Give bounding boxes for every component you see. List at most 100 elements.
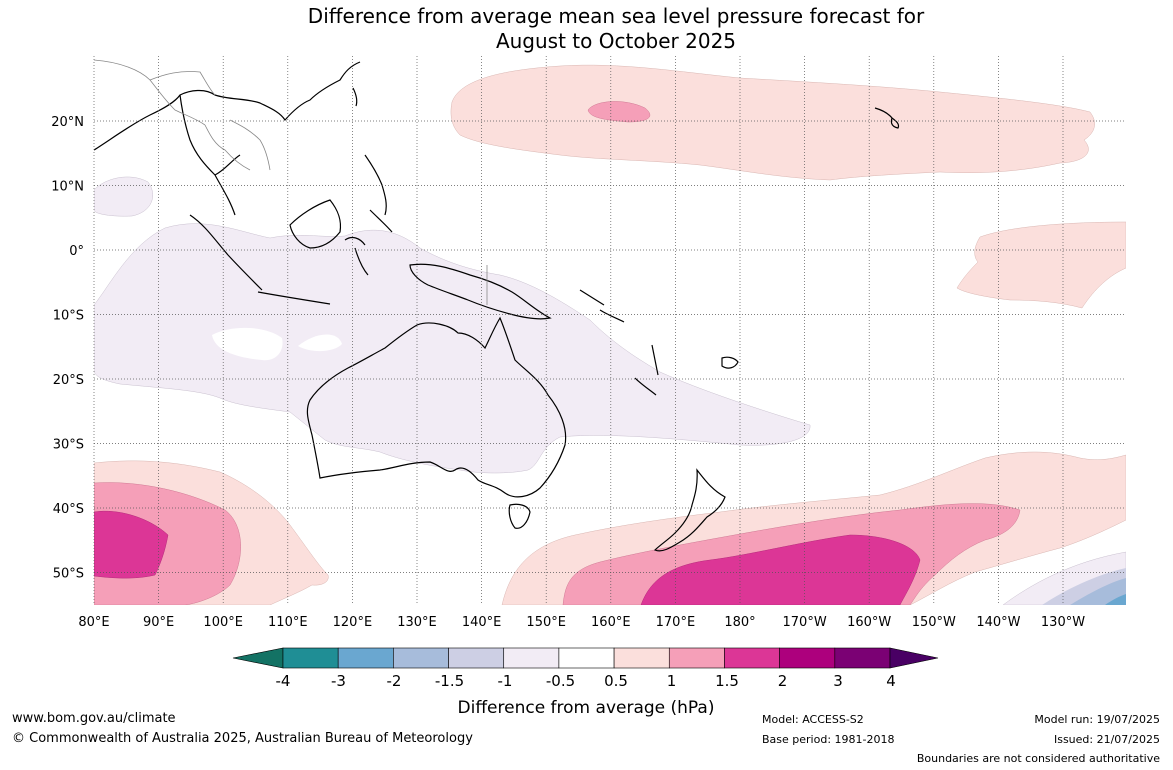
colorbar-swatch <box>393 647 449 669</box>
lon-label: 130°W <box>1041 615 1085 630</box>
lon-label: 150°E <box>526 615 566 630</box>
coastline-mainland-asia <box>94 61 361 151</box>
coastline-sumatra <box>189 214 263 291</box>
title-line-2: August to October 2025 <box>495 29 737 53</box>
lat-label: 20°S <box>53 373 84 388</box>
coastline-new-caledonia <box>634 377 657 396</box>
latitude-labels: 20°N 10°N 0° 10°S 20°S 30°S 40°S 50°S <box>51 115 84 582</box>
model-text: Model: ACCESS-S2 <box>762 713 864 726</box>
contour-pos-0.5-east <box>956 221 1126 309</box>
lon-label: 100°E <box>203 615 243 630</box>
colorbar-extend-low <box>232 647 284 669</box>
coastline-australia <box>306 316 567 498</box>
colorbar-tick: 3 <box>833 672 843 690</box>
lon-label: 160°W <box>847 615 891 630</box>
lat-label: 10°N <box>51 180 84 195</box>
colorbar-swatch <box>448 647 505 669</box>
lon-label: 160°E <box>591 615 631 630</box>
coastline-new-zealand <box>653 468 726 552</box>
contour-white-hole-1 <box>212 327 283 361</box>
colorbar-swatches <box>232 647 939 669</box>
lon-label: 140°W <box>976 615 1020 630</box>
model-run-text: Model run: 19/07/2025 <box>1034 713 1160 726</box>
colorbar-swatch <box>337 647 394 669</box>
lat-label: 10°S <box>53 309 84 324</box>
disclaimer-text: Boundaries are not considered authoritat… <box>916 752 1160 765</box>
colorbar-swatch <box>834 647 891 669</box>
contour-neg-0.5-small <box>94 176 153 217</box>
website-text: www.bom.gov.au/climate <box>12 711 176 726</box>
graticule <box>93 56 1126 605</box>
colorbar-tick: -1 <box>498 672 513 690</box>
longitude-labels: 80°E 90°E 100°E 110°E 120°E 130°E 140°E … <box>78 615 1085 630</box>
colorbar-tick: -1.5 <box>435 672 464 690</box>
contour-pos-1.5-sw <box>94 510 169 579</box>
lon-label: 90°E <box>143 615 174 630</box>
coastline-tasmania <box>508 503 531 529</box>
contour-neg-2-se <box>1105 594 1126 605</box>
colorbar-swatch <box>779 647 836 669</box>
colorbar-swatch <box>503 647 560 669</box>
colorbar-label: Difference from average (hPa) <box>458 698 715 718</box>
contour-pos-0.5-north <box>450 64 1095 181</box>
coastline-new-guinea <box>409 263 552 320</box>
colorbar-swatch <box>724 647 780 669</box>
contour-pos-1.5-se <box>640 534 921 605</box>
lon-label: 170°W <box>783 615 827 630</box>
lon-label: 120°E <box>333 615 373 630</box>
colorbar-tick: -3 <box>331 672 346 690</box>
base-period-text: Base period: 1981-2018 <box>762 733 895 746</box>
pressure-anomaly-map: 20°N 10°N 0° 10°S 20°S 30°S 40°S 50°S 80… <box>51 56 1126 630</box>
coastline-sulawesi <box>344 236 369 276</box>
contour-white-hole-2 <box>298 334 342 352</box>
contour-fills <box>94 64 1126 605</box>
lat-label: 30°S <box>53 438 84 453</box>
lon-label: 170°E <box>656 615 696 630</box>
contour-pos-1-north <box>587 101 651 123</box>
coastline-fiji <box>721 356 739 369</box>
lat-label: 20°N <box>51 115 84 130</box>
contour-neg-0.5-main <box>94 223 811 474</box>
colorbar-tick: 1 <box>667 672 677 690</box>
lon-label: 130°E <box>397 615 437 630</box>
colorbar-swatch <box>558 647 615 669</box>
colorbar-tick: 2 <box>778 672 788 690</box>
coastline-taiwan <box>352 87 358 107</box>
colorbar-extend-high <box>889 647 939 669</box>
copyright-text: © Commonwealth of Australia 2025, Austra… <box>12 731 473 746</box>
colorbar-tick-labels: -4 -3 -2 -1.5 -1 -0.5 0.5 1 1.5 2 3 4 <box>276 672 896 690</box>
boundary-asia-3 <box>204 124 251 171</box>
boundary-asia-2 <box>149 79 206 126</box>
title-line-1: Difference from average mean sea level p… <box>307 4 925 28</box>
boundary-asia-4 <box>229 119 271 171</box>
lon-label: 150°W <box>912 615 956 630</box>
coastline-vanuatu <box>651 344 659 376</box>
contour-neg-1.5-se <box>1070 578 1126 605</box>
colorbar-tick: -0.5 <box>546 672 575 690</box>
colorbar-swatch <box>668 647 725 669</box>
colorbar-tick: -4 <box>276 672 291 690</box>
issued-text: Issued: 21/07/2025 <box>1053 733 1160 746</box>
boundary-asia-1 <box>94 59 216 96</box>
lon-label: 180° <box>724 615 755 630</box>
colorbar-swatch <box>282 647 339 669</box>
lat-label: 50°S <box>53 567 84 582</box>
colorbar-tick: 4 <box>886 672 896 690</box>
coastline-philippines <box>364 154 393 233</box>
coastline-indochina <box>179 94 241 216</box>
colorbar-swatch <box>613 647 670 669</box>
lon-label: 80°E <box>78 615 109 630</box>
coastline-borneo <box>289 199 342 249</box>
chart-title: Difference from average mean sea level p… <box>0 4 1173 54</box>
country-boundaries <box>94 59 488 305</box>
coastline-hawaii <box>874 107 900 129</box>
coastlines <box>94 61 900 552</box>
colorbar-tick: 1.5 <box>715 672 739 690</box>
coastline-solomon-islands <box>579 289 625 323</box>
lat-label: 40°S <box>53 502 84 517</box>
lon-label: 140°E <box>462 615 502 630</box>
lon-label: 110°E <box>268 615 308 630</box>
colorbar-tick: -2 <box>387 672 402 690</box>
colorbar-tick: 0.5 <box>604 672 628 690</box>
lat-label: 0° <box>69 244 84 259</box>
